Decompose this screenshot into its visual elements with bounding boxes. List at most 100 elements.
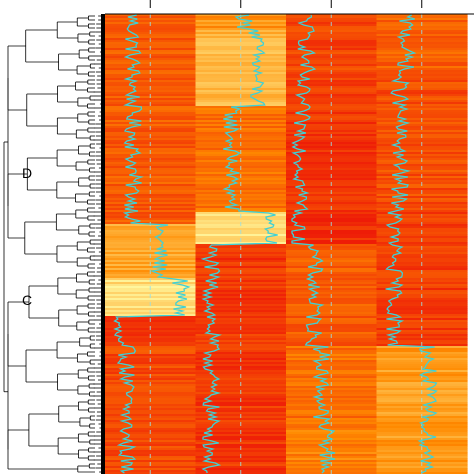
heatmap-cell — [286, 68, 378, 71]
heatmap-cell — [195, 308, 287, 311]
heatmap-cell — [286, 380, 378, 383]
heatmap-cell — [376, 202, 468, 205]
heatmap-cell — [105, 426, 197, 429]
heatmap-cell — [105, 340, 197, 343]
heatmap-cell — [376, 268, 468, 271]
heatmap-cell — [286, 428, 378, 431]
heatmap-cell — [105, 268, 197, 271]
heatmap-cell — [195, 316, 287, 319]
heatmap-cell — [105, 42, 197, 45]
heatmap-cell — [286, 58, 378, 61]
heatmap-cell — [195, 292, 287, 295]
heatmap-cell — [376, 100, 468, 103]
heatmap-cell — [286, 388, 378, 391]
heatmap-cell — [286, 468, 378, 471]
heatmap-cell — [105, 68, 197, 71]
heatmap-cell — [195, 236, 287, 239]
heatmap-cell — [195, 106, 287, 109]
heatmap-cell — [195, 348, 287, 351]
heatmap-cell — [286, 386, 378, 389]
heatmap-cell — [195, 50, 287, 53]
heatmap-cell — [105, 170, 197, 173]
heatmap-cell — [376, 290, 468, 293]
heatmap-cell — [105, 276, 197, 279]
heatmap-cell — [105, 140, 197, 143]
heatmap-cell — [195, 140, 287, 143]
heatmap-cell — [286, 314, 378, 317]
heatmap-cell — [286, 346, 378, 349]
heatmap-cell — [105, 314, 197, 317]
heatmap-cell — [286, 266, 378, 269]
heatmap-cell — [195, 426, 287, 429]
heatmap-cell — [376, 428, 468, 431]
heatmap-cell — [105, 444, 197, 447]
heatmap-cell — [105, 148, 197, 151]
heatmap-cell — [195, 394, 287, 397]
heatmap-cell — [195, 420, 287, 423]
heatmap-cell — [195, 418, 287, 421]
heatmap-cell — [195, 244, 287, 247]
heatmap-cell — [286, 276, 378, 279]
heatmap-cell — [105, 106, 197, 109]
heatmap-cell — [105, 460, 197, 463]
heatmap-cell — [286, 44, 378, 47]
heatmap-cell — [195, 162, 287, 165]
heatmap-cell — [376, 138, 468, 141]
heatmap-cell — [376, 252, 468, 255]
heatmap-cell — [195, 468, 287, 471]
heatmap-cell — [195, 60, 287, 63]
heatmap-cell — [286, 164, 378, 167]
heatmap-cell — [286, 194, 378, 197]
heatmap-cell — [286, 356, 378, 359]
heatmap-cell — [376, 338, 468, 341]
heatmap-cell — [195, 404, 287, 407]
heatmap-cell — [195, 412, 287, 415]
heatmap-cell — [286, 52, 378, 55]
heatmap-cell — [195, 314, 287, 317]
heatmap-cell — [376, 178, 468, 181]
heatmap-cell — [376, 60, 468, 63]
heatmap-cell — [105, 124, 197, 127]
heatmap-cell — [376, 170, 468, 173]
heatmap-cell — [105, 306, 197, 309]
heatmap-cell — [105, 228, 197, 231]
heatmap-cell — [286, 170, 378, 173]
heatmap-cell — [286, 202, 378, 205]
heatmap-cell — [105, 428, 197, 431]
heatmap-cell — [195, 460, 287, 463]
heatmap-cell — [286, 370, 378, 373]
heatmap-cell — [376, 354, 468, 357]
heatmap-cell — [286, 260, 378, 263]
heatmap-cell — [286, 354, 378, 357]
heatmap-cell — [105, 20, 197, 23]
heatmap-cell — [286, 234, 378, 237]
heatmap-cell — [376, 204, 468, 207]
heatmap-cell — [286, 322, 378, 325]
heatmap-cell — [376, 52, 468, 55]
heatmap-cell — [286, 236, 378, 239]
heatmap-cell — [286, 242, 378, 245]
heatmap-cell — [376, 300, 468, 303]
heatmap-cell — [105, 252, 197, 255]
level-trace — [385, 14, 438, 474]
heatmap-cell — [105, 92, 197, 95]
heatmap-cell — [376, 156, 468, 159]
heatmap-cell — [376, 340, 468, 343]
heatmap-cell — [105, 332, 197, 335]
heatmap-cell — [376, 378, 468, 381]
heatmap-cell — [195, 234, 287, 237]
heatmap-cell — [105, 220, 197, 223]
heatmap-cell — [195, 452, 287, 455]
heatmap-cell — [105, 324, 197, 327]
heatmap-cell — [195, 228, 287, 231]
heatmap-cell — [286, 450, 378, 453]
heatmap-cell — [195, 274, 287, 277]
heatmap-cell — [195, 42, 287, 45]
heatmap-cell — [286, 298, 378, 301]
heatmap-cell — [376, 244, 468, 247]
heatmap-cell — [286, 426, 378, 429]
heatmap-cell — [286, 98, 378, 101]
heatmap-cell — [286, 226, 378, 229]
heatmap-cell — [195, 124, 287, 127]
